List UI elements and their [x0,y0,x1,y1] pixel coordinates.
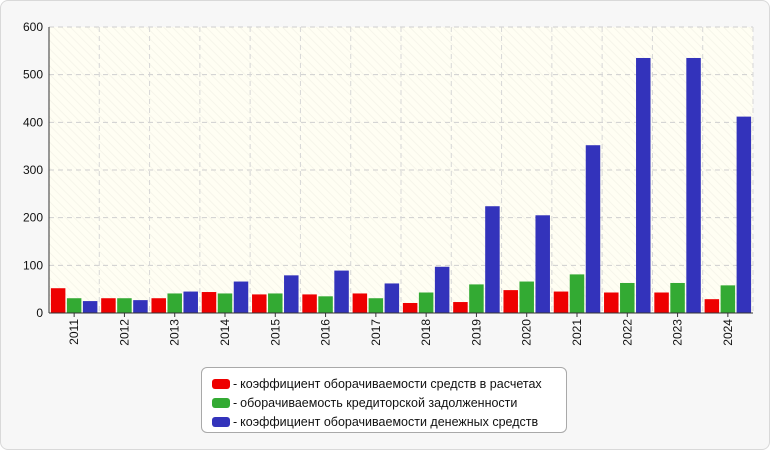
bar [82,301,98,313]
x-tick-label: 2019 [469,319,483,346]
bar [535,215,550,313]
legend-swatch-blue [212,416,230,427]
x-tick-labels: 2011 2012 2013 2014 2015 2016 2017 2018 2019 2020… [67,319,735,346]
bar [268,293,283,313]
x-tick-label: 2017 [369,319,383,346]
bar [167,293,182,313]
bar [402,302,418,313]
bar [434,266,450,313]
bar [485,206,500,313]
bar [151,298,166,313]
bar [384,283,400,313]
bar [686,57,701,313]
bar [670,282,685,313]
x-tick-label: 2011 [67,319,81,345]
bars [50,57,752,313]
legend-swatch-red [212,378,230,389]
legend-label: оборачиваемость кредиторской задолженнос… [240,395,518,410]
bar [284,275,299,313]
bar [302,294,317,313]
y-tick-label: 600 [23,20,43,34]
bar [569,274,585,313]
y-tick-label: 100 [23,258,43,272]
bar [334,270,349,313]
legend: - коэффициент оборачиваемости средств в … [201,367,567,433]
legend-swatch-green [212,397,230,408]
x-tick-label: 2012 [117,319,131,346]
x-tick-label: 2022 [620,319,634,346]
bar [585,145,601,313]
legend-label: коэффициент оборачиваемости средств в ра… [240,376,542,391]
bar [117,298,132,313]
bar [553,291,569,313]
y-tick-label: 300 [23,163,43,177]
legend-item-payables: - оборачиваемость кредиторской задолженн… [212,393,566,412]
bar [604,292,619,313]
legend-dash: - [233,414,238,429]
y-tick-labels: 0 100 200 300 400 500 600 [23,20,43,320]
bar [704,299,720,313]
bar [66,298,82,313]
x-tick-label: 2021 [570,319,584,346]
bar [217,293,233,313]
bar [368,298,384,313]
legend-label: коэффициент оборачиваемости денежных сре… [240,414,539,429]
bar [503,290,518,313]
x-tick-label: 2020 [520,319,534,346]
bar [418,292,434,313]
x-tick-label: 2023 [671,319,685,346]
bar [720,285,736,313]
bar [318,296,333,313]
x-tick-label: 2015 [268,319,282,346]
bar [50,288,66,313]
bar [201,292,217,313]
bar [636,57,651,313]
bar [352,293,368,313]
y-tick-label: 0 [36,306,43,320]
axes [48,27,753,317]
legend-dash: - [233,376,238,391]
bar [252,294,267,313]
x-tick-label: 2024 [721,319,735,346]
bar [101,298,116,313]
x-tick-label: 2013 [168,319,182,346]
bar [519,281,534,313]
legend-dash: - [233,395,238,410]
bar [233,281,249,313]
bar [133,300,148,313]
legend-item-receivables: - коэффициент оборачиваемости средств в … [212,374,566,393]
bar [620,282,635,313]
x-tick-label: 2016 [319,319,333,346]
x-tick-label: 2018 [419,319,433,346]
bar [654,292,669,313]
y-tick-label: 400 [23,115,43,129]
bar [469,284,484,313]
grid-lines [48,26,754,313]
legend-item-cash: - коэффициент оборачиваемости денежных с… [212,412,566,431]
y-tick-label: 200 [23,211,43,225]
y-tick-label: 500 [23,68,43,82]
bar [183,291,198,313]
x-tick-label: 2014 [218,319,232,346]
bar [736,116,752,313]
bar [453,302,468,313]
